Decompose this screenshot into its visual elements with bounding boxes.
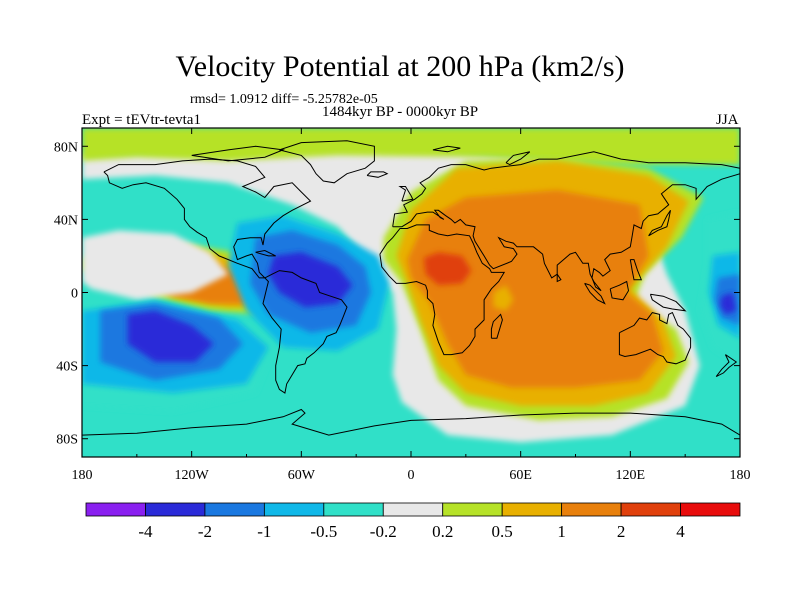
colorbar-box <box>204 502 265 517</box>
season-label: JJA <box>716 112 739 128</box>
coast-novaya-zemlya <box>505 151 531 166</box>
coast-australia <box>618 311 692 365</box>
lat-tick-label: 40N <box>54 213 78 228</box>
colorbar: -4 -2 -1 -0.5 -0.2 0.2 0.5 1 2 4 <box>85 502 741 541</box>
colorbar-box <box>85 502 146 517</box>
rmsd-diff-label: rmsd= 1.0912 diff= -5.25782e-05 <box>190 92 378 107</box>
contour-strong-neg-atlantic <box>268 252 353 308</box>
colorbar-box <box>442 502 503 517</box>
colorbar-label: 2 <box>617 522 626 541</box>
lon-tick-label: 0 <box>408 468 415 483</box>
contour-mod-pos-indian-blob <box>493 285 514 311</box>
colorbar-box <box>263 502 325 517</box>
coast-iceland <box>366 171 389 178</box>
coast-philippines <box>629 259 643 281</box>
colorbar-label: -2 <box>198 522 212 541</box>
colorbar-label: -1 <box>257 522 271 541</box>
lat-tick-label: 0 <box>71 287 78 302</box>
colorbar-box <box>680 502 741 517</box>
lon-tick-label: 180 <box>72 468 93 483</box>
colorbar-box <box>323 502 384 517</box>
contour-strong-pos-africa <box>423 252 472 286</box>
coast-cuba <box>255 249 276 257</box>
lon-tick-label: 120W <box>175 468 210 483</box>
colorbar-label: -0.2 <box>370 522 397 541</box>
coast-arctic-islands <box>191 145 286 162</box>
contour-neutral-pacific-west <box>82 230 229 300</box>
lon-tick-label: 180 <box>730 468 751 483</box>
colorbar-label: -0.5 <box>310 522 337 541</box>
lat-tick-label: 40S <box>56 360 78 375</box>
lon-tick-label: 60E <box>509 468 532 483</box>
colorbar-label: 1 <box>557 522 566 541</box>
colorbar-box <box>145 502 206 517</box>
colorbar-box <box>561 502 622 517</box>
coast-sri-lanka <box>556 273 562 283</box>
coast-south-america <box>262 270 348 394</box>
colorbar-label: 0.5 <box>492 522 513 541</box>
longitude-axis: 180 120W 60W 0 60E 120E 180 <box>72 128 751 483</box>
lon-tick-label: 120E <box>616 468 646 483</box>
experiment-label: Expt = tEVtr-tevta1 <box>82 112 201 128</box>
lat-tick-label: 80S <box>56 433 78 448</box>
coast-borneo <box>609 280 630 301</box>
lon-tick-label: 60W <box>288 468 316 483</box>
coast-eurasia <box>392 151 740 292</box>
coast-svalbard <box>432 145 461 153</box>
coast-sumatra <box>584 282 606 305</box>
colorbar-box <box>620 502 681 517</box>
contour-strong-neg-south-pacific <box>127 310 214 362</box>
latitude-axis: 80N 40N 0 40S 80S <box>54 140 740 448</box>
colorbar-label: 4 <box>676 522 685 541</box>
coast-greenland <box>279 140 375 184</box>
colorbar-box <box>382 502 444 517</box>
contour-strong-neg-east-pacific <box>719 292 737 315</box>
coast-japan <box>648 210 671 237</box>
page-title: Velocity Potential at 200 hPa (km2/s) <box>175 50 625 83</box>
coast-new-guinea <box>649 293 687 312</box>
lat-tick-label: 80N <box>54 140 78 155</box>
colorbar-label: 0.2 <box>432 522 453 541</box>
period-label: 1484kyr BP - 0000kyr BP <box>322 104 479 120</box>
coastlines <box>82 140 740 436</box>
coast-british-isles <box>398 186 414 202</box>
colorbar-label: -4 <box>138 522 153 541</box>
coast-africa <box>379 224 506 356</box>
velocity-potential-field <box>82 128 740 457</box>
coast-madagascar <box>490 313 503 339</box>
coast-new-zealand <box>715 354 738 378</box>
colorbar-box <box>501 502 563 517</box>
coast-antarctica <box>82 408 740 436</box>
coast-north-america <box>103 158 312 279</box>
